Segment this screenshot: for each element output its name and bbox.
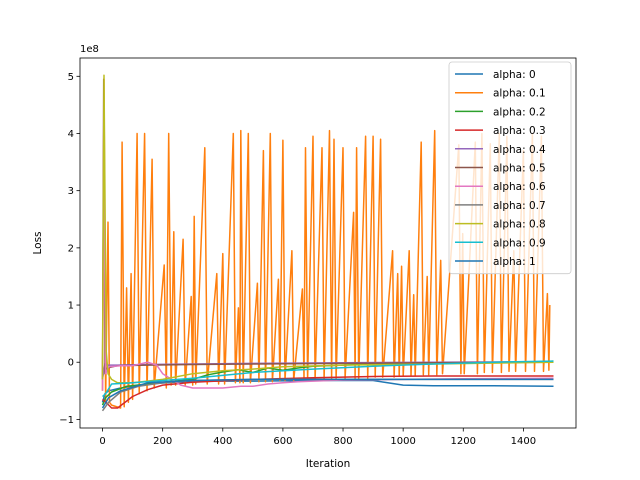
plot-lines: [101, 74, 554, 412]
legend-entry: alpha: 0.2: [493, 106, 546, 118]
legend-entry: alpha: 0.8: [493, 219, 546, 231]
legend-entry: alpha: 0: [493, 69, 536, 81]
series-line-6: [101, 161, 554, 391]
series-line-9: [101, 360, 554, 398]
plot-frame: [79, 57, 577, 429]
x-tick-label: 1000: [390, 436, 415, 447]
legend-entry: alpha: 0.7: [493, 200, 546, 212]
y-tick-label: 1: [68, 301, 74, 312]
x-tick-label: 200: [153, 436, 172, 447]
y-tick-label: 4: [68, 129, 74, 140]
x-axis: 0 200 400 600 800 1000 1200 1400: [99, 428, 536, 447]
x-tick-label: 1200: [451, 436, 476, 447]
series-line-10: [101, 378, 554, 409]
legend-entry: alpha: 0.9: [493, 237, 546, 249]
x-tick-label: 0: [99, 436, 105, 447]
y-tick-label: 3: [68, 186, 74, 197]
legend-entry: alpha: 0.6: [493, 181, 546, 193]
x-tick-label: 400: [213, 436, 232, 447]
y-tick-label: −1: [59, 415, 74, 426]
series-line-0: [101, 379, 554, 403]
y-axis: −1 0 1 2 3 4 5: [59, 72, 80, 426]
y-tick-label: 0: [68, 358, 74, 369]
legend-entry: alpha: 0.1: [493, 88, 546, 100]
x-tick-label: 1400: [511, 436, 536, 447]
y-axis-label: Loss: [32, 231, 44, 254]
series-line-3: [102, 375, 554, 409]
y-tick-label: 5: [68, 72, 74, 83]
x-tick-label: 800: [333, 436, 352, 447]
legend-entry: alpha: 1: [493, 256, 536, 268]
x-axis-label: Iteration: [306, 458, 351, 470]
legend-entry: alpha: 0.3: [493, 125, 546, 137]
x-tick-label: 600: [273, 436, 292, 447]
legend: alpha: 0 alpha: 0.1 alpha: 0.2 alpha: 0.3 al…: [448, 61, 572, 275]
legend-box: [448, 61, 572, 275]
y-scale-label: 1e8: [80, 44, 99, 55]
legend-entry: alpha: 0.5: [493, 163, 546, 175]
y-tick-label: 2: [68, 243, 74, 254]
series-line-8: [101, 74, 554, 384]
legend-entry: alpha: 0.4: [493, 144, 546, 156]
